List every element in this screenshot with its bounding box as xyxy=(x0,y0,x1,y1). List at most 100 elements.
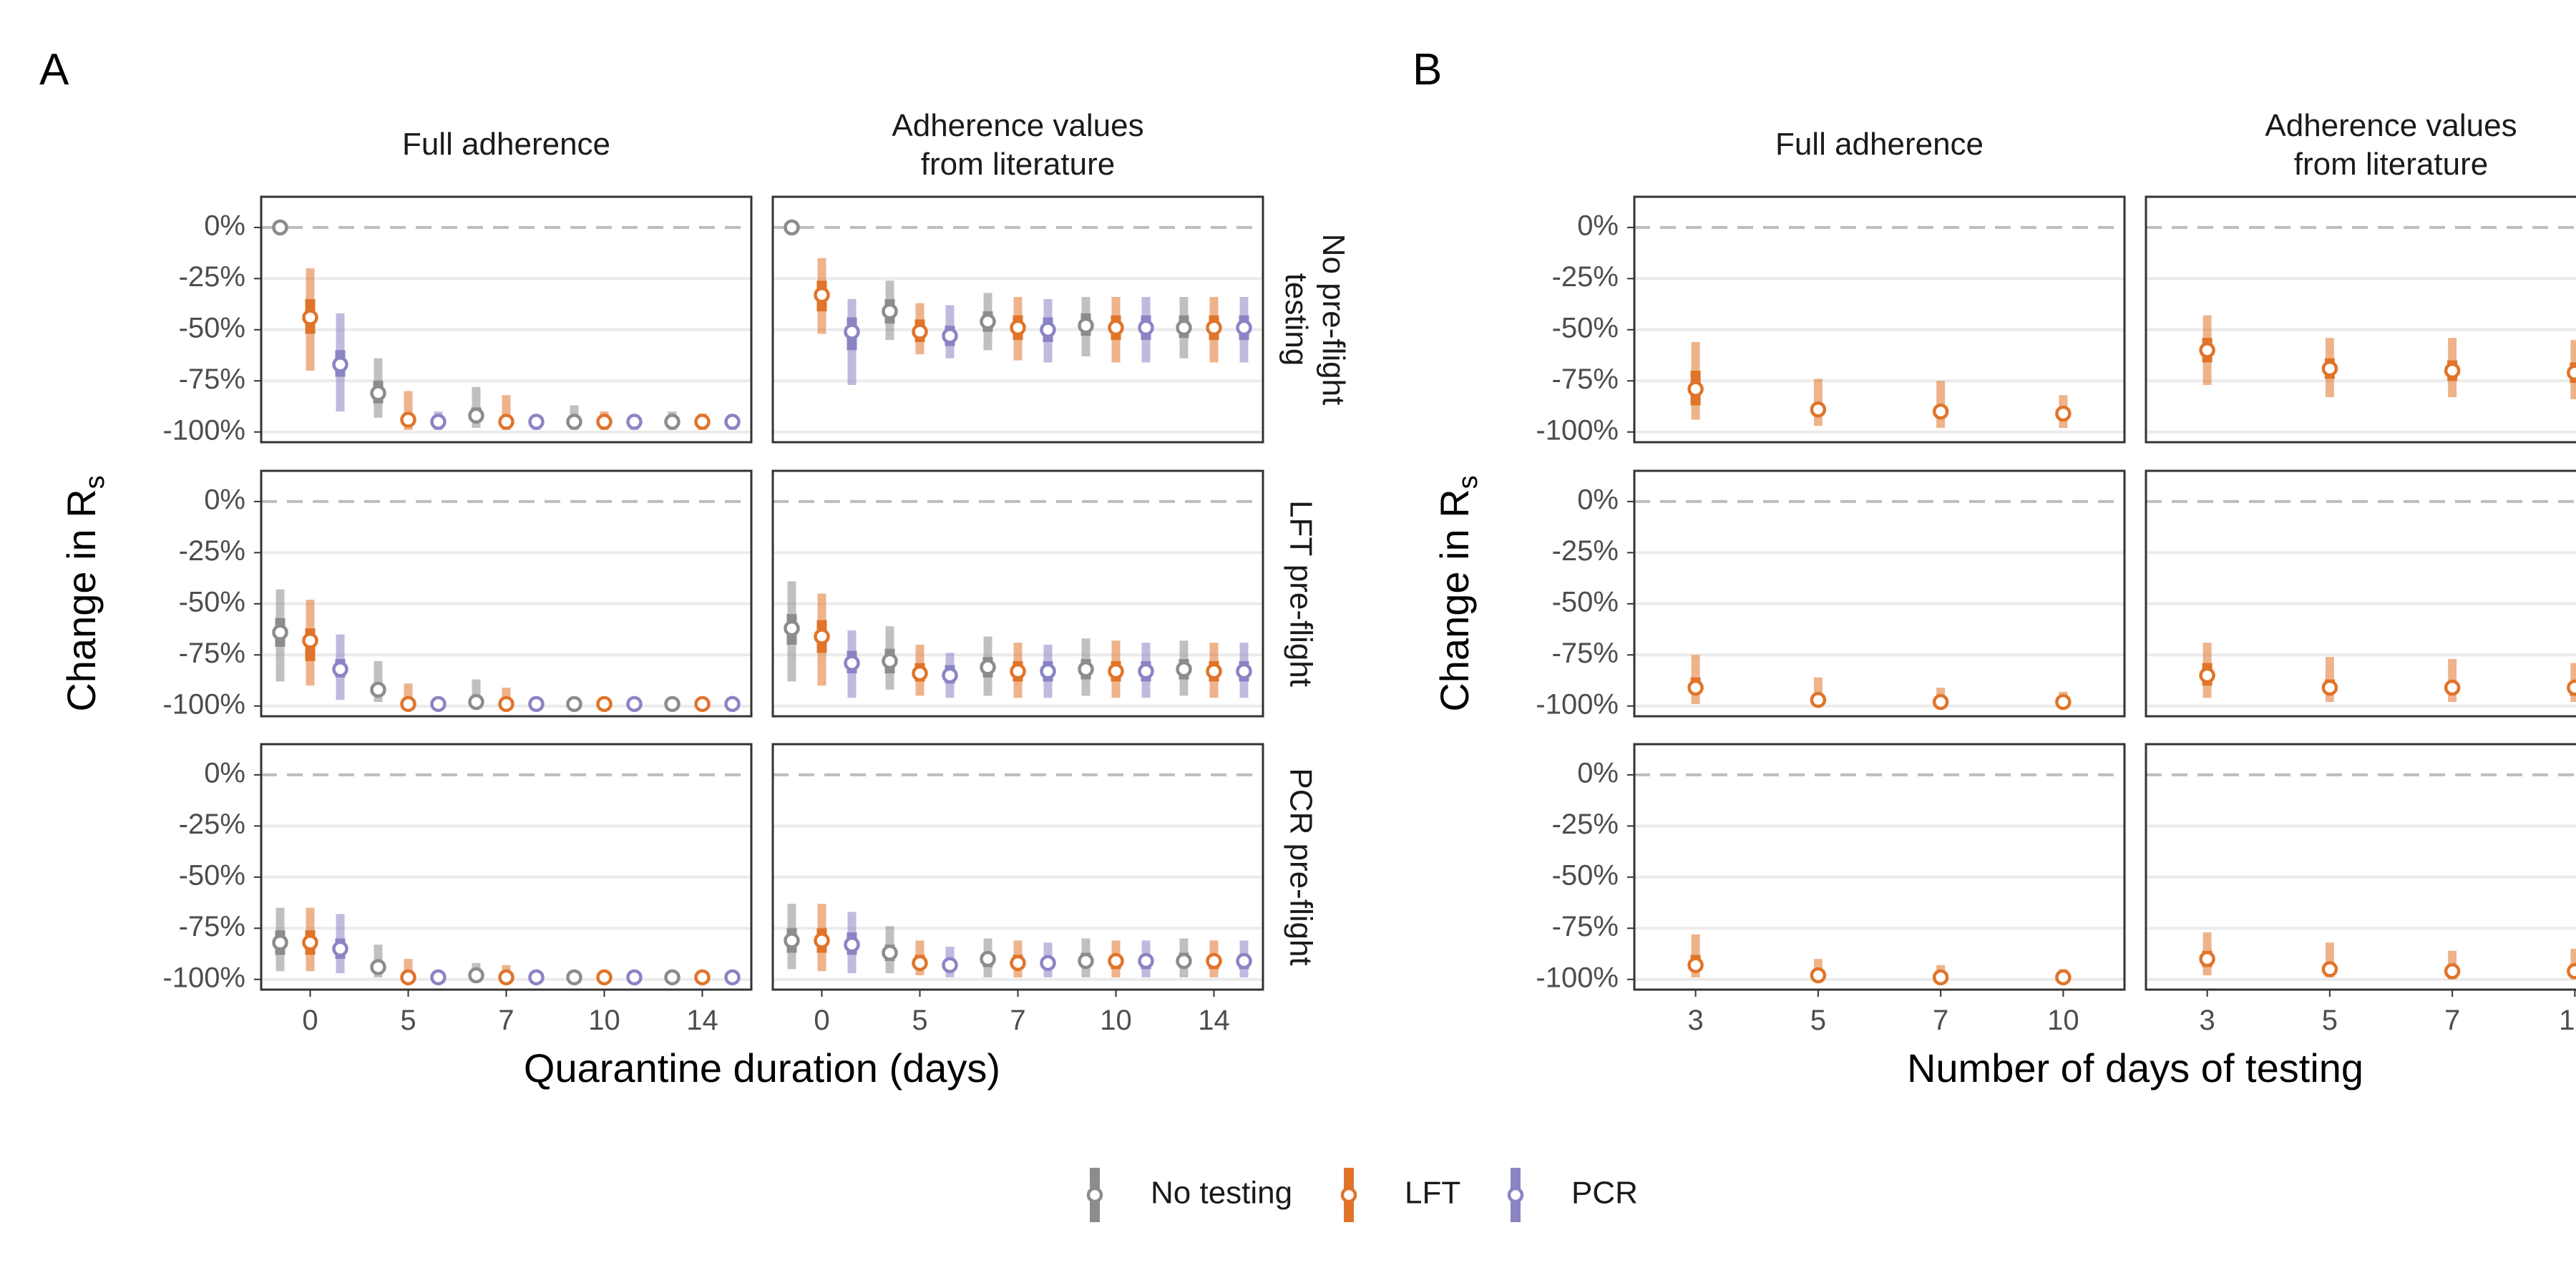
median-point xyxy=(664,414,680,430)
median-point xyxy=(370,681,386,698)
median-point xyxy=(566,696,582,713)
x-tick-label: 5 xyxy=(2322,1005,2338,1036)
column-strip-label: Adherence values from literature xyxy=(892,108,1143,182)
panel-border xyxy=(1633,469,2126,718)
median-point xyxy=(332,940,348,957)
x-tick-label: 7 xyxy=(1933,1005,1948,1036)
y-axis-title-main: Change in R xyxy=(59,489,104,711)
facet-panel xyxy=(1633,743,2126,991)
y-tick-label: 0% xyxy=(1577,484,1619,515)
facet-panel xyxy=(1633,195,2126,444)
y-tick-label: -25% xyxy=(179,535,245,567)
median-point xyxy=(2055,969,2072,986)
median-point xyxy=(1932,693,1949,711)
median-point xyxy=(1108,663,1124,680)
median-point xyxy=(370,385,386,401)
median-point xyxy=(528,696,545,713)
median-point xyxy=(1078,317,1094,334)
median-point xyxy=(1206,319,1222,336)
median-point xyxy=(980,950,996,967)
median-point xyxy=(882,303,898,320)
x-tick-label: 14 xyxy=(1198,1005,1230,1036)
median-point xyxy=(272,935,288,951)
median-point xyxy=(370,959,386,975)
row-strip-label: PCR pre-flight xyxy=(1283,768,1318,965)
y-tick-label: -75% xyxy=(1552,638,1619,669)
panel-border xyxy=(1633,743,2126,991)
y-tick-label: 0% xyxy=(204,757,245,789)
median-point xyxy=(912,323,928,340)
median-point xyxy=(498,414,514,430)
y-tick-label: -25% xyxy=(1552,261,1619,293)
median-point xyxy=(980,659,996,675)
panel-border xyxy=(771,469,1264,718)
y-tick-label: -100% xyxy=(1536,962,1619,993)
median-point xyxy=(1010,955,1026,972)
y-tick-label: -75% xyxy=(1552,911,1619,942)
facet-panel xyxy=(771,743,1264,991)
y-tick-label: -100% xyxy=(1536,688,1619,720)
median-point xyxy=(566,414,582,430)
median-point xyxy=(694,414,711,430)
median-point xyxy=(1078,952,1094,970)
facet-panel xyxy=(260,743,753,991)
median-point xyxy=(2199,950,2215,967)
x-tick-label: 14 xyxy=(686,1005,718,1036)
x-tick-label: 5 xyxy=(1810,1005,1826,1036)
median-point xyxy=(498,696,514,713)
median-point xyxy=(430,696,447,713)
facet-panel xyxy=(771,469,1264,718)
y-tick-label: -100% xyxy=(162,688,245,720)
x-tick-label: 0 xyxy=(814,1005,829,1036)
median-point xyxy=(2321,360,2338,377)
median-point xyxy=(468,967,484,984)
column-strip-label: Full adherence xyxy=(402,127,610,162)
median-point xyxy=(430,969,447,986)
legend-key-point xyxy=(1086,1186,1103,1204)
median-point xyxy=(912,665,928,682)
median-point xyxy=(1040,955,1056,972)
median-point xyxy=(2321,961,2338,977)
column-strip-label: Adherence values from literature xyxy=(2265,108,2517,182)
panel-border xyxy=(260,195,753,444)
median-point xyxy=(1810,401,1827,418)
median-point xyxy=(814,286,830,303)
median-point xyxy=(528,414,545,430)
median-point xyxy=(1932,969,1949,986)
y-tick-label: -75% xyxy=(1552,364,1619,395)
median-point xyxy=(1040,321,1056,338)
x-tick-label: 0 xyxy=(302,1005,318,1036)
median-point xyxy=(724,414,741,430)
median-point xyxy=(1932,403,1949,420)
median-point xyxy=(2199,667,2215,684)
x-axis-title: Quarantine duration (days) xyxy=(524,1045,1000,1091)
facet-panel xyxy=(1633,469,2126,718)
median-point xyxy=(844,655,860,671)
median-point xyxy=(302,935,318,951)
median-point xyxy=(332,356,348,373)
median-point xyxy=(664,696,680,713)
legend-key-point xyxy=(1507,1186,1524,1204)
median-point xyxy=(882,653,898,670)
median-point xyxy=(1687,381,1704,397)
median-point xyxy=(468,407,484,424)
median-point xyxy=(942,957,958,973)
median-point xyxy=(1236,952,1252,970)
median-point xyxy=(1176,952,1192,970)
row-strip-label: LFT pre-flight xyxy=(1283,500,1318,687)
median-point xyxy=(1108,952,1124,970)
median-point xyxy=(1810,967,1827,984)
median-point xyxy=(2444,362,2461,379)
x-tick-label: 7 xyxy=(2444,1005,2460,1036)
median-point xyxy=(844,936,860,953)
median-point xyxy=(332,661,348,678)
y-tick-label: -50% xyxy=(1552,859,1619,891)
column-strip-label: Full adherence xyxy=(1775,127,1984,162)
median-point xyxy=(1010,663,1026,680)
y-tick-label: -75% xyxy=(179,911,245,942)
y-tick-label: -100% xyxy=(1536,414,1619,446)
y-tick-label: -100% xyxy=(162,962,245,993)
median-point xyxy=(1687,679,1704,696)
median-point xyxy=(400,411,416,428)
